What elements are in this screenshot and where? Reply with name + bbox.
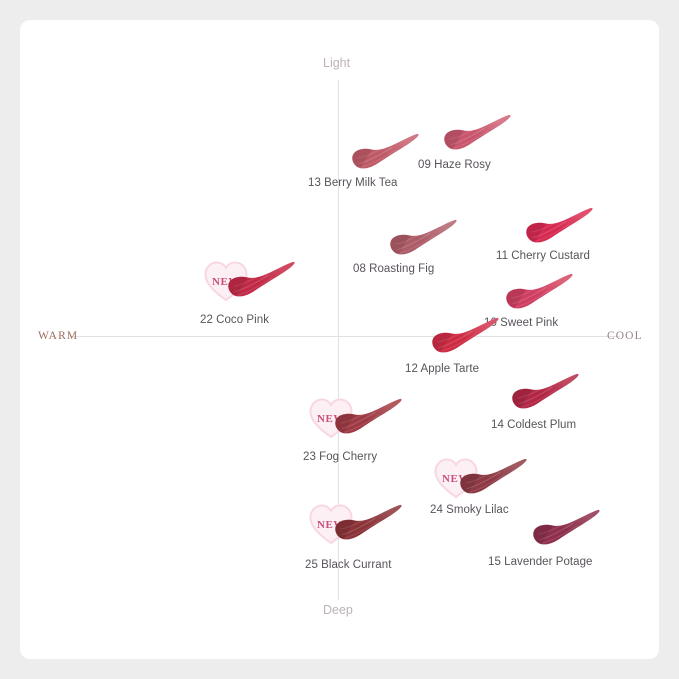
shade-item-11[interactable]: 11 Cherry Custard [20,20,659,659]
lipstick-swatch-12[interactable] [430,316,499,353]
shade-item-22[interactable]: NEW 22 Coco Pink [20,20,659,659]
shade-item-14[interactable]: 14 Coldest Plum [20,20,659,659]
lipstick-swatch-23[interactable] [333,397,402,434]
shade-label-09: 09 Haze Rosy [418,159,491,171]
lipstick-swatch-24[interactable] [458,457,527,494]
lipstick-swatch-10[interactable] [504,272,573,309]
lipstick-swatch-25[interactable] [333,503,402,540]
lipstick-swatch-14[interactable] [510,372,579,409]
lipstick-swatch-09[interactable] [442,113,511,150]
axis-label-cool: COOL [607,330,643,342]
shade-label-23: 23 Fog Cherry [303,451,378,463]
shade-label-24: 24 Smoky Lilac [430,504,509,516]
axis-label-warm: WARM [38,330,79,342]
shade-item-23[interactable]: NEW 23 Fog Cherry [20,20,659,659]
lipstick-swatch-13[interactable] [350,132,419,169]
shade-label-13: 13 Berry Milk Tea [308,177,398,189]
vertical-axis-line [338,80,339,600]
shade-item-13[interactable]: 13 Berry Milk Tea [20,20,659,659]
shade-label-25: 25 Black Currant [305,559,392,571]
shade-label-08: 08 Roasting Fig [353,263,435,275]
shade-map-plot: WARM COOL Light Deep 13 Berry Milk Tea 09… [20,20,659,659]
lipstick-swatch-15[interactable] [531,508,600,545]
shade-item-12[interactable]: 12 Apple Tarte [20,20,659,659]
shade-label-22: 22 Coco Pink [200,314,269,326]
shade-label-15: 15 Lavender Potage [488,556,593,568]
shade-label-14: 14 Coldest Plum [491,419,577,431]
lipstick-swatch-08[interactable] [388,218,457,255]
shade-label-12: 12 Apple Tarte [405,363,480,375]
shade-item-15[interactable]: 15 Lavender Potage [20,20,659,659]
lipstick-swatch-11[interactable] [524,206,593,243]
shade-label-11: 11 Cherry Custard [496,250,590,262]
shade-item-08[interactable]: 08 Roasting Fig [20,20,659,659]
chart-card: WARM COOL Light Deep 13 Berry Milk Tea 09… [20,20,659,659]
lipstick-swatch-22[interactable] [226,260,295,297]
shade-item-09[interactable]: 09 Haze Rosy [20,20,659,659]
axis-label-deep: Deep [323,603,353,617]
shade-item-25[interactable]: NEW 25 Black Currant [20,20,659,659]
shade-item-24[interactable]: NEW 24 Smoky Lilac [20,20,659,659]
horizontal-axis-line [70,336,620,337]
shade-item-10[interactable]: 10 Sweet Pink [20,20,659,659]
axis-label-light: Light [323,56,351,70]
